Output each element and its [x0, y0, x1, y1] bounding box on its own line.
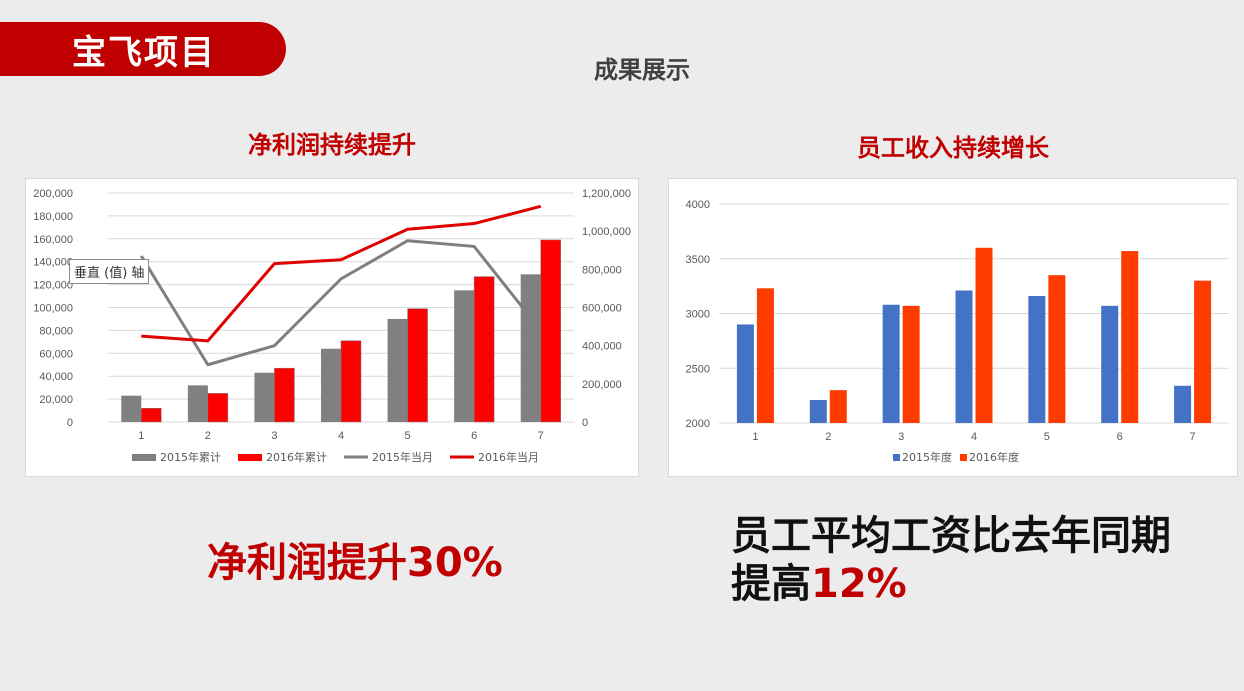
y-tick-label: 0	[67, 417, 73, 429]
bar	[340, 340, 362, 423]
x-tick-label: 4	[971, 431, 977, 443]
bar	[1048, 275, 1066, 423]
legend-swatch	[960, 454, 967, 461]
employee-income-chart-svg: 4000 3500 3000 2500 2000 1 2 3 4 5 6 7 2015年度 2016年度	[686, 199, 1229, 464]
bar	[473, 276, 495, 423]
y-tick-label: 80,000	[39, 325, 73, 337]
bar	[882, 304, 900, 423]
right-chart-heading: 员工收入持续增长	[857, 134, 1049, 162]
y-tick-label: 160,000	[33, 234, 73, 246]
x-tick-label: 5	[405, 430, 411, 442]
bar	[387, 318, 408, 422]
y-tick-label: 2000	[686, 418, 710, 430]
x-tick-label: 6	[1117, 431, 1123, 443]
y2-tick-label: 1,000,000	[582, 226, 631, 238]
employee-income-chart[interactable]: 4000 3500 3000 2500 2000 1 2 3 4 5 6 7 2015年度 2016年度	[668, 178, 1238, 477]
bar	[1028, 295, 1046, 423]
bar	[1194, 280, 1212, 423]
bar	[121, 395, 142, 422]
x-tick-label: 3	[271, 430, 277, 442]
slide-title: 宝飞项目	[72, 32, 216, 73]
x-tick-label: 5	[1044, 431, 1050, 443]
salary-summary-line1: 员工平均工资比去年同期	[731, 513, 1171, 559]
bar	[540, 239, 561, 423]
y-tick-label: 200,000	[33, 188, 73, 200]
legend-label: 2016年度	[969, 450, 1019, 464]
legend-swatch	[238, 454, 262, 461]
bar	[809, 400, 827, 423]
legend-swatch	[893, 454, 900, 461]
y-tick-label: 20,000	[39, 394, 73, 406]
salary-summary-prefix: 提高	[731, 561, 811, 607]
bar	[407, 308, 428, 423]
x-tick-label: 7	[1190, 431, 1196, 443]
y2-tick-label: 800,000	[582, 264, 622, 276]
x-tick-label: 2	[205, 430, 211, 442]
bar	[520, 274, 541, 422]
bar	[1101, 305, 1119, 423]
y2-tick-label: 1,200,000	[582, 188, 631, 200]
y-tick-label: 180,000	[33, 211, 73, 223]
net-profit-summary: 净利润提升30%	[207, 540, 503, 586]
legend-label: 2016年累计	[266, 450, 327, 464]
x-tick-label: 6	[471, 430, 477, 442]
bar	[975, 247, 993, 423]
y2-tick-label: 0	[582, 417, 588, 429]
y2-tick-label: 200,000	[582, 379, 622, 391]
bar	[321, 348, 341, 422]
y-tick-label: 2500	[686, 363, 710, 375]
legend-label: 2015年当月	[372, 450, 433, 464]
y-tick-label: 3500	[686, 254, 710, 266]
x-tick-label: 2	[825, 431, 831, 443]
bar	[1174, 385, 1192, 423]
x-tick-label: 4	[338, 430, 344, 442]
x-tick-label: 3	[898, 431, 904, 443]
y-tick-label: 4000	[686, 199, 710, 211]
bar	[454, 290, 475, 422]
bar	[274, 367, 295, 423]
left-chart-heading: 净利润持续提升	[248, 131, 416, 159]
bar	[141, 408, 162, 423]
x-tick-label: 1	[752, 431, 758, 443]
x-tick-label: 7	[538, 430, 544, 442]
y-tick-label: 120,000	[33, 280, 73, 292]
legend-swatch	[132, 454, 156, 461]
bar	[207, 393, 229, 423]
y2-tick-label: 600,000	[582, 303, 622, 315]
bar	[829, 390, 847, 423]
bar	[254, 372, 275, 422]
net-profit-chart[interactable]: 200,000 180,000 160,000 140,000 120,000 100,0…	[25, 178, 639, 477]
y-tick-label: 3000	[686, 309, 710, 321]
series-line	[141, 204, 542, 343]
y-tick-label: 60,000	[39, 348, 73, 360]
salary-summary-value: 12%	[811, 561, 907, 607]
bar	[187, 385, 208, 422]
salary-summary: 员工平均工资比去年同期 提高12%	[731, 512, 1231, 608]
slide-subtitle: 成果展示	[594, 56, 690, 84]
series-line	[140, 239, 542, 367]
y-tick-label: 140,000	[33, 257, 73, 269]
y-tick-label: 100,000	[33, 303, 73, 315]
bar	[902, 305, 920, 423]
bar	[955, 290, 973, 423]
x-tick-label: 1	[138, 430, 144, 442]
legend-label: 2015年累计	[160, 450, 221, 464]
bar	[1121, 251, 1139, 423]
salary-summary-line2: 提高12%	[731, 560, 1231, 608]
slide-title-tab: 宝飞项目	[0, 22, 286, 76]
axis-tooltip: 垂直 (值) 轴	[69, 259, 150, 284]
y-tick-label: 40,000	[39, 371, 73, 383]
y2-tick-label: 400,000	[582, 341, 622, 353]
legend-label: 2015年度	[902, 450, 952, 464]
bar	[736, 324, 754, 423]
legend-label: 2016年当月	[478, 450, 539, 464]
bar	[756, 288, 774, 423]
net-profit-chart-svg: 200,000180,000160,000140,000120,000100,0…	[33, 188, 631, 464]
